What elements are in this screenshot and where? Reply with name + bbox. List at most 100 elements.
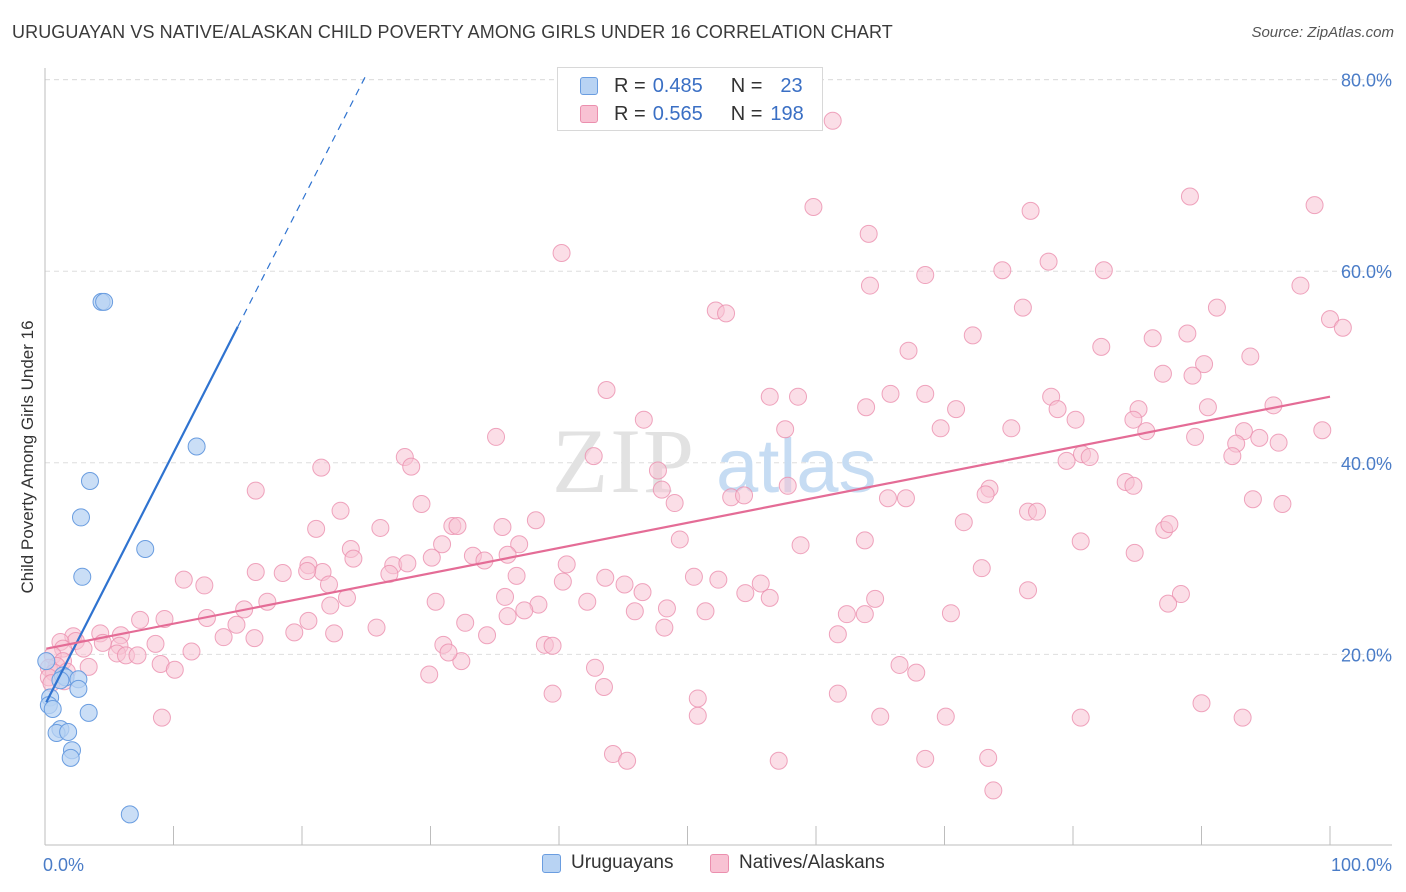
- natives-alaskans-point: [553, 572, 572, 591]
- natives-alaskans-point: [515, 601, 534, 620]
- natives-alaskans-point: [1048, 400, 1067, 419]
- natives-alaskans-point: [1125, 543, 1144, 562]
- natives-alaskans-point: [896, 489, 915, 508]
- natives-alaskans-point: [1092, 337, 1111, 356]
- natives-alaskans-point: [899, 341, 918, 360]
- natives-alaskans-point: [1143, 329, 1162, 348]
- natives-alaskans-point: [1021, 201, 1040, 220]
- natives-alaskans-point: [751, 574, 770, 593]
- natives-alaskans-point: [1094, 261, 1113, 280]
- natives-alaskans-point: [510, 535, 529, 554]
- natives-alaskans-point: [776, 420, 795, 439]
- natives-alaskans-point: [321, 596, 340, 615]
- natives-alaskans-point: [878, 489, 897, 508]
- natives-alaskans-point: [881, 384, 900, 403]
- uruguayans-point: [43, 700, 62, 719]
- natives-alaskans-point: [1243, 490, 1262, 509]
- natives-alaskans-point: [993, 261, 1012, 280]
- x-tick-label: 100.0%: [1331, 855, 1392, 875]
- natives-alaskans-point: [596, 568, 615, 587]
- natives-alaskans-point: [1153, 364, 1172, 383]
- natives-alaskans-point: [984, 781, 1003, 800]
- natives-alaskans-point: [1192, 694, 1211, 713]
- natives-alaskans-point: [1269, 433, 1288, 452]
- natives-alaskans-point: [412, 494, 431, 513]
- natives-alaskans-point: [493, 517, 512, 536]
- natives-alaskans-point: [1039, 252, 1058, 271]
- uruguayans-point: [136, 540, 155, 559]
- axes: [44, 68, 1392, 846]
- natives-alaskans-point: [1195, 355, 1214, 374]
- watermark-zip: ZIP: [552, 410, 696, 512]
- natives-alaskans-point: [859, 224, 878, 243]
- natives-alaskans-point: [439, 643, 458, 662]
- tick-labels: 20.0% 40.0% 60.0% 80.0% 0.0% 100.0%: [43, 71, 1392, 875]
- natives-alaskans-point: [860, 276, 879, 295]
- uruguayans-points: [37, 292, 206, 824]
- natives-alaskans-point: [837, 605, 856, 624]
- natives-alaskans-point: [866, 589, 885, 608]
- natives-alaskans-point: [670, 530, 689, 549]
- natives-alaskans-point: [448, 517, 467, 536]
- natives-alaskans-point: [312, 458, 331, 477]
- natives-alaskans-point: [823, 111, 842, 130]
- natives-alaskans-point: [507, 566, 526, 585]
- natives-alaskans-point: [1333, 318, 1352, 337]
- natives-alaskans-point: [1178, 324, 1197, 343]
- natives-alaskans-point: [1124, 476, 1143, 495]
- natives-alaskans-point: [1160, 515, 1179, 534]
- natives-alaskans-point: [760, 387, 779, 406]
- natives-alaskans-point: [557, 555, 576, 574]
- n-value: 23: [780, 74, 803, 97]
- natives-alaskans-point: [543, 684, 562, 703]
- natives-alaskans-point: [972, 559, 991, 578]
- legend-row-natives: R = 0.565 N = 198: [580, 102, 804, 126]
- natives-alaskans-point: [398, 554, 417, 573]
- natives-alaskans-point: [74, 639, 93, 658]
- natives-alaskans-point: [947, 400, 966, 419]
- natives-alaskans-point: [769, 751, 788, 770]
- natives-alaskans-point: [1291, 276, 1310, 295]
- natives-alaskans-point: [916, 384, 935, 403]
- natives-alaskans-point: [1207, 298, 1226, 317]
- natives-alaskans-point: [633, 583, 652, 602]
- natives-alaskans-point: [585, 658, 604, 677]
- natives-alaskans-point: [174, 570, 193, 589]
- natives-alaskans-point: [498, 607, 517, 626]
- natives-alaskans-point: [931, 419, 950, 438]
- natives-alaskans-point: [1321, 310, 1339, 329]
- natives-alaskans-point: [688, 689, 707, 708]
- natives-alaskans-point: [1171, 585, 1190, 604]
- natives-alaskans-point: [652, 480, 671, 499]
- y-tick-label: 20.0%: [1341, 645, 1392, 665]
- natives-alaskans-point: [665, 494, 684, 513]
- natives-alaskans-point: [1028, 502, 1047, 521]
- x-tick-label: 0.0%: [43, 855, 84, 875]
- natives-alaskans-point: [337, 588, 356, 607]
- uruguayans-point: [73, 567, 92, 586]
- legend-item-natives[interactable]: Natives/Alaskans: [710, 852, 885, 874]
- natives-alaskans-point: [855, 605, 874, 624]
- y-tick-label: 40.0%: [1341, 454, 1392, 474]
- natives-alaskans-point: [1241, 347, 1260, 366]
- natives-alaskans-point: [402, 457, 421, 476]
- uruguayans-trend-line: [45, 326, 239, 703]
- natives-alaskans-trend-line: [46, 395, 1331, 650]
- uruguayans-point: [61, 748, 80, 767]
- natives-alaskans-point: [615, 575, 634, 594]
- natives-alaskans-point: [890, 655, 909, 674]
- natives-alaskans-points: [39, 111, 1352, 800]
- natives-alaskans-point: [760, 588, 779, 607]
- r-label: R =: [614, 74, 646, 97]
- natives-alaskans-point: [258, 592, 277, 611]
- natives-alaskans-point: [307, 519, 326, 538]
- legend-item-uruguayans[interactable]: Uruguayans: [542, 852, 673, 874]
- natives-alaskans-point: [273, 563, 292, 582]
- natives-alaskans-point: [367, 618, 386, 637]
- natives-alaskans-point: [828, 625, 847, 644]
- natives-alaskans-point: [146, 634, 165, 653]
- natives-alaskans-point: [625, 602, 644, 621]
- natives-alaskans-point: [478, 626, 497, 645]
- uruguayans-point: [95, 292, 114, 311]
- natives-alaskans-point: [1198, 398, 1217, 417]
